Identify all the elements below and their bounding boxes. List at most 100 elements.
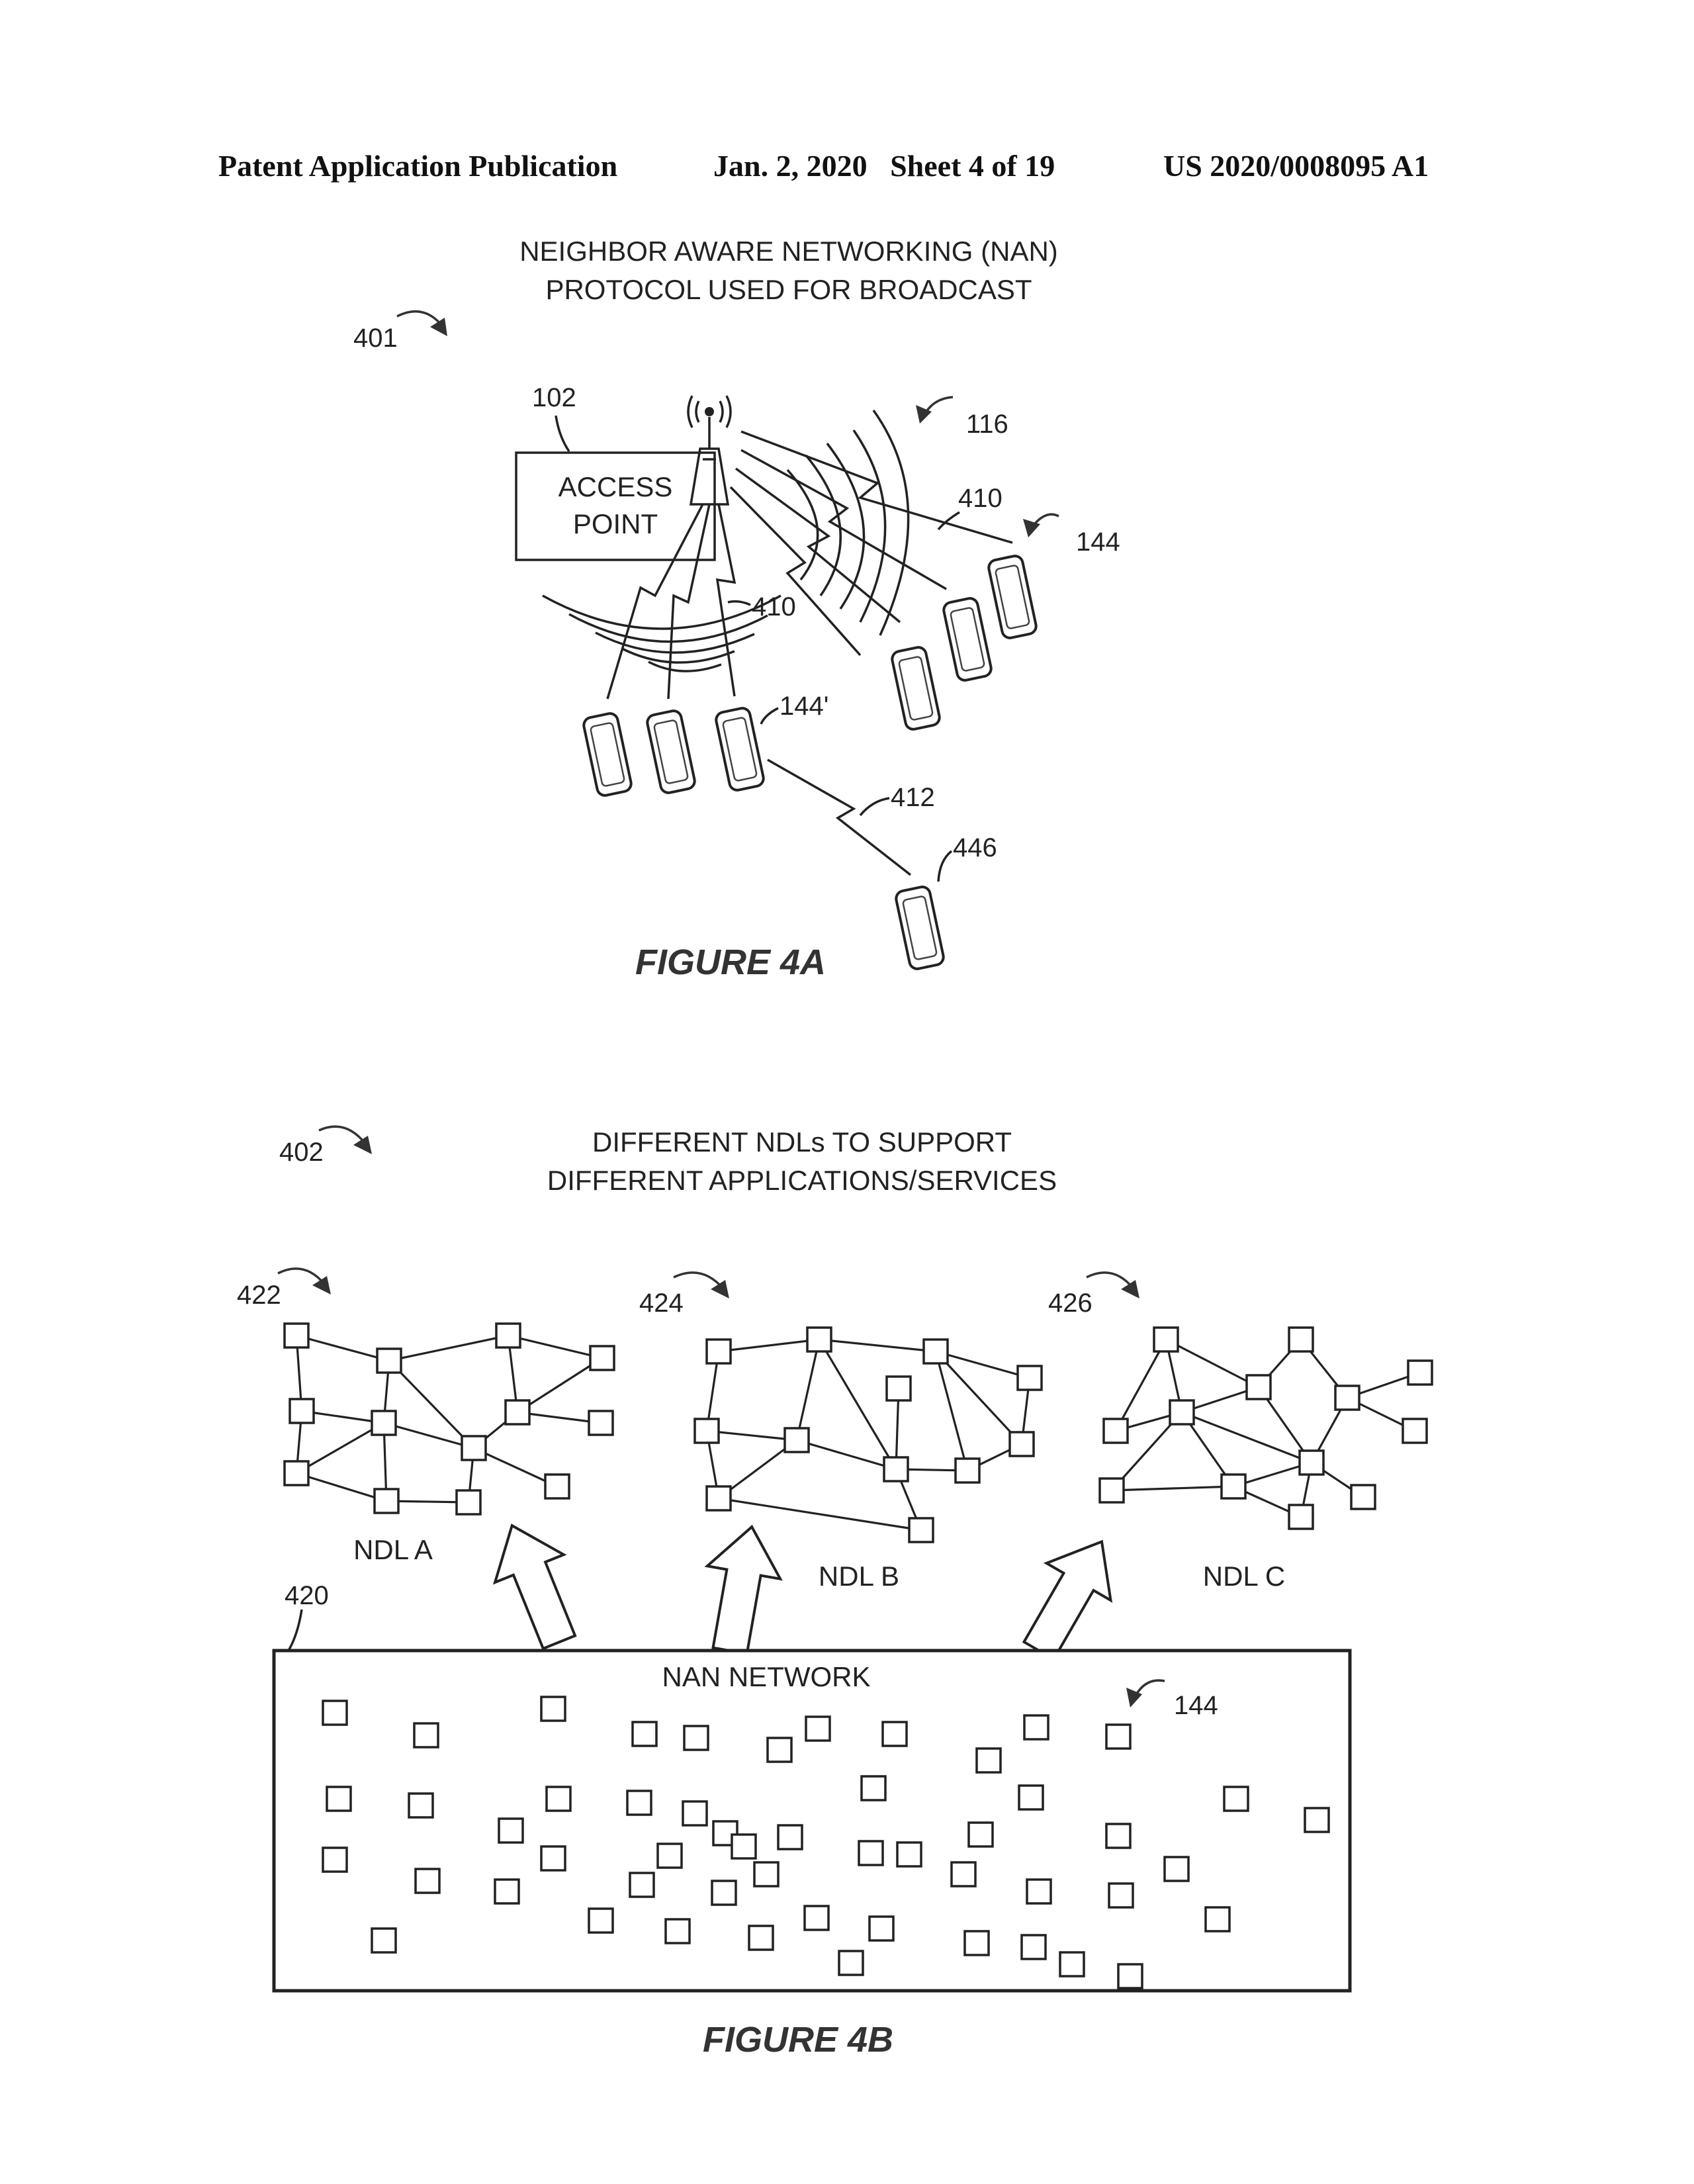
ndl-a-node bbox=[495, 1322, 521, 1349]
ref-102-leader bbox=[555, 415, 570, 452]
phone-device-446 bbox=[893, 884, 946, 972]
ndl-c-node bbox=[1350, 1484, 1376, 1510]
ndl-c-block-arrow bbox=[1022, 1539, 1113, 1661]
fig4b-title-line1: DIFFERENT NDLs TO SUPPORT bbox=[592, 1126, 1012, 1158]
ndl-a-edge bbox=[296, 1334, 390, 1362]
nan-device-node bbox=[803, 1905, 830, 1931]
nan-device-node bbox=[631, 1721, 658, 1747]
ref-446: 446 bbox=[953, 833, 997, 862]
phone-device-144-prime bbox=[713, 705, 766, 794]
ndl-c-node bbox=[1402, 1418, 1428, 1444]
ndl-a-node bbox=[461, 1435, 487, 1461]
nan-device-node bbox=[711, 1880, 737, 1906]
access-point-label-line1: ACCESS bbox=[558, 471, 673, 502]
ref-426-arrow bbox=[1086, 1271, 1139, 1298]
ref-144-prime: 144' bbox=[780, 692, 828, 721]
ndl-a-edge bbox=[301, 1410, 384, 1424]
nan-device-node bbox=[1108, 1882, 1134, 1909]
ndl-a-node bbox=[504, 1399, 531, 1426]
nan-device-node bbox=[858, 1840, 884, 1866]
figure-4b: 402 DIFFERENT NDLs TO SUPPORT DIFFERENT … bbox=[237, 1125, 1433, 2060]
nan-device-node bbox=[656, 1843, 683, 1869]
nan-device-node bbox=[408, 1792, 434, 1819]
ref-420-leader bbox=[287, 1609, 303, 1651]
ndl-b-label: NDL B bbox=[819, 1561, 899, 1592]
nan-device-node bbox=[540, 1845, 566, 1872]
nan-device-node bbox=[766, 1737, 793, 1763]
nan-device-node bbox=[881, 1721, 908, 1747]
nan-device-node bbox=[805, 1715, 831, 1742]
ndl-b-edge bbox=[934, 1351, 969, 1471]
ndl-a-node bbox=[371, 1410, 397, 1436]
beams-410-lower bbox=[606, 504, 736, 700]
ndl-a-node bbox=[455, 1489, 482, 1516]
nan-device-node bbox=[963, 1930, 990, 1956]
ref-402: 402 bbox=[279, 1138, 324, 1167]
fig4a-title-line2: PROTOCOL USED FOR BROADCAST bbox=[545, 274, 1032, 305]
ndl-b-node bbox=[693, 1418, 720, 1444]
ndl-c-node bbox=[1288, 1326, 1314, 1353]
ndl-c-node bbox=[1298, 1449, 1325, 1476]
ndl-b-node bbox=[922, 1338, 949, 1365]
ndl-b-node bbox=[705, 1338, 732, 1365]
nan-device-node bbox=[1163, 1856, 1190, 1882]
ref-422-arrow bbox=[277, 1267, 331, 1295]
ndl-c-node bbox=[1098, 1477, 1125, 1504]
ref-446-leader bbox=[937, 850, 953, 882]
ndl-c-edge bbox=[1165, 1338, 1259, 1388]
ref-144: 144 bbox=[1076, 527, 1120, 557]
ndl-a-node bbox=[289, 1398, 315, 1424]
ndl-c-graph bbox=[1098, 1326, 1433, 1530]
ref-144-prime-leader bbox=[760, 707, 779, 725]
broadcast-waves-upper bbox=[786, 409, 910, 636]
nan-device-node bbox=[540, 1696, 566, 1722]
ndl-a-node bbox=[544, 1473, 570, 1500]
nan-device-node bbox=[1059, 1951, 1085, 1978]
ndl-b-graph bbox=[693, 1326, 1043, 1543]
nan-device-node bbox=[1026, 1878, 1052, 1905]
figure-4b-caption: FIGURE 4B bbox=[703, 2020, 893, 2060]
ndl-a-node bbox=[376, 1347, 402, 1374]
figure-4a-caption: FIGURE 4A bbox=[635, 942, 826, 982]
nan-device-node bbox=[1105, 1723, 1132, 1750]
ndl-c-node bbox=[1169, 1399, 1195, 1426]
ndl-a-label: NDL A bbox=[353, 1534, 433, 1565]
ndl-c-node bbox=[1288, 1504, 1314, 1530]
ndl-b-node bbox=[954, 1457, 981, 1484]
header-publication: Patent Application Publication bbox=[218, 149, 617, 183]
header-date-sheet: Jan. 2, 2020 Sheet 4 of 19 bbox=[713, 149, 1055, 183]
access-point-label-line2: POINT bbox=[573, 508, 658, 539]
access-point-box bbox=[515, 451, 716, 561]
ndl-b-edge bbox=[818, 1339, 897, 1470]
ndl-c-node bbox=[1245, 1374, 1272, 1400]
ndl-b-edge bbox=[706, 1430, 797, 1441]
nan-device-node bbox=[414, 1868, 441, 1894]
ndl-c-edge bbox=[1114, 1339, 1167, 1432]
ref-144-arrow bbox=[1023, 513, 1059, 537]
ndl-c-node bbox=[1220, 1473, 1247, 1500]
fig4b-title-line2: DIFFERENT APPLICATIONS/SERVICES bbox=[547, 1165, 1057, 1196]
nan-device-node bbox=[588, 1907, 614, 1934]
nan-device-node bbox=[322, 1846, 348, 1873]
ref-420: 420 bbox=[285, 1581, 329, 1610]
ndl-b-node bbox=[705, 1485, 732, 1512]
ref-116: 116 bbox=[966, 410, 1008, 439]
nan-device-node bbox=[777, 1824, 803, 1850]
ref-412: 412 bbox=[891, 783, 935, 812]
nan-device-node bbox=[838, 1950, 864, 1976]
ndl-b-edge bbox=[796, 1439, 897, 1471]
phone-device-1 bbox=[986, 553, 1039, 641]
nan-device-node bbox=[712, 1820, 738, 1846]
ref-426: 426 bbox=[1048, 1289, 1092, 1318]
link-412 bbox=[767, 758, 912, 876]
nan-device-node bbox=[683, 1725, 709, 1751]
ndl-b-node bbox=[1016, 1365, 1043, 1391]
ndl-a-edge bbox=[388, 1334, 509, 1362]
ndl-b-edge bbox=[705, 1351, 720, 1432]
nan-device-node bbox=[1023, 1714, 1049, 1741]
nan-device-node bbox=[1105, 1823, 1132, 1849]
nan-network-label: NAN NETWORK bbox=[662, 1661, 871, 1692]
fig4a-title-line1: NEIGHBOR AWARE NETWORKING (NAN) bbox=[519, 236, 1058, 267]
ndl-a-node bbox=[373, 1488, 400, 1514]
